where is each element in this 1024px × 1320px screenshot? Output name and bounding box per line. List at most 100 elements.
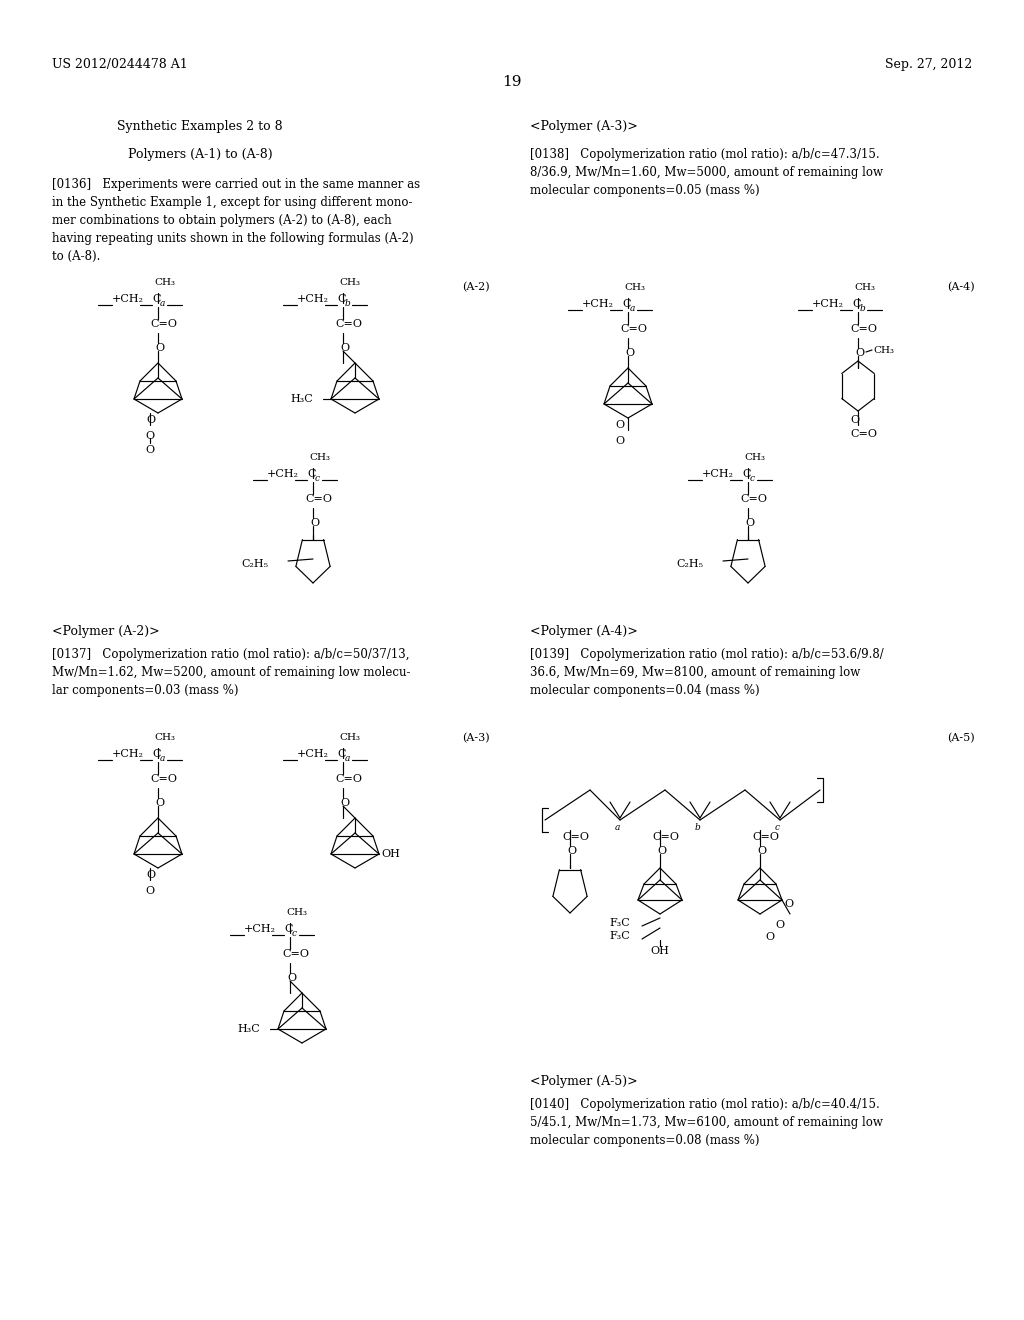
Text: H₃C: H₃C	[238, 1024, 260, 1034]
Text: O: O	[287, 973, 296, 983]
Text: molecular components=0.04 (mass %): molecular components=0.04 (mass %)	[530, 684, 760, 697]
Text: C=O: C=O	[752, 832, 779, 842]
Text: a: a	[630, 304, 635, 313]
Text: OH: OH	[650, 946, 670, 956]
Text: O: O	[850, 414, 859, 425]
Text: O: O	[145, 886, 155, 896]
Text: CH₃: CH₃	[873, 346, 894, 355]
Text: mer combinations to obtain polymers (A-2) to (A-8), each: mer combinations to obtain polymers (A-2…	[52, 214, 391, 227]
Text: C: C	[284, 924, 293, 935]
Text: a: a	[160, 300, 165, 308]
Text: CH₃: CH₃	[854, 282, 874, 292]
Text: C: C	[852, 300, 860, 309]
Text: CH₃: CH₃	[154, 279, 175, 286]
Text: C=O: C=O	[620, 323, 647, 334]
Text: C=O: C=O	[150, 774, 177, 784]
Text: [0136]   Experiments were carried out in the same manner as: [0136] Experiments were carried out in t…	[52, 178, 420, 191]
Text: C=O: C=O	[150, 319, 177, 329]
Text: Mw/Mn=1.62, Mw=5200, amount of remaining low molecu-: Mw/Mn=1.62, Mw=5200, amount of remaining…	[52, 667, 411, 678]
Text: +CH₂: +CH₂	[112, 748, 144, 759]
Text: +CH₂: +CH₂	[267, 469, 299, 479]
Text: c: c	[750, 474, 755, 483]
Text: F₃C: F₃C	[609, 917, 630, 928]
Text: <Polymer (A-4)>: <Polymer (A-4)>	[530, 624, 638, 638]
Text: O: O	[310, 517, 319, 528]
Text: Synthetic Examples 2 to 8: Synthetic Examples 2 to 8	[117, 120, 283, 133]
Text: O: O	[775, 920, 784, 931]
Text: C₂H₅: C₂H₅	[676, 558, 703, 569]
Text: O: O	[145, 432, 155, 441]
Text: (A-3): (A-3)	[463, 733, 490, 743]
Text: +CH₂: +CH₂	[702, 469, 734, 479]
Text: O: O	[146, 414, 155, 425]
Text: C: C	[152, 294, 161, 304]
Text: to (A-8).: to (A-8).	[52, 249, 100, 263]
Text: O: O	[340, 343, 349, 352]
Text: O: O	[784, 899, 794, 909]
Text: C=O: C=O	[282, 949, 309, 960]
Text: O: O	[657, 846, 667, 855]
Text: 36.6, Mw/Mn=69, Mw=8100, amount of remaining low: 36.6, Mw/Mn=69, Mw=8100, amount of remai…	[530, 667, 860, 678]
Text: O: O	[155, 799, 164, 808]
Text: CH₃: CH₃	[624, 282, 645, 292]
Text: Sep. 27, 2012: Sep. 27, 2012	[885, 58, 972, 71]
Text: <Polymer (A-3)>: <Polymer (A-3)>	[530, 120, 638, 133]
Text: H₃C: H₃C	[290, 393, 313, 404]
Text: +CH₂: +CH₂	[812, 300, 844, 309]
Text: O: O	[745, 517, 754, 528]
Text: +CH₂: +CH₂	[297, 294, 329, 304]
Text: C: C	[307, 469, 315, 479]
Text: 8/36.9, Mw/Mn=1.60, Mw=5000, amount of remaining low: 8/36.9, Mw/Mn=1.60, Mw=5000, amount of r…	[530, 166, 883, 180]
Text: CH₃: CH₃	[309, 453, 330, 462]
Text: [0139]   Copolymerization ratio (mol ratio): a/b/c=53.6/9.8/: [0139] Copolymerization ratio (mol ratio…	[530, 648, 884, 661]
Text: lar components=0.03 (mass %): lar components=0.03 (mass %)	[52, 684, 239, 697]
Text: US 2012/0244478 A1: US 2012/0244478 A1	[52, 58, 187, 71]
Text: a: a	[160, 754, 165, 763]
Text: C: C	[152, 748, 161, 759]
Text: +CH₂: +CH₂	[582, 300, 614, 309]
Text: a: a	[345, 754, 350, 763]
Text: b: b	[860, 304, 865, 313]
Text: O: O	[615, 436, 625, 446]
Text: C=O: C=O	[850, 429, 877, 440]
Text: c: c	[315, 474, 319, 483]
Text: c: c	[774, 822, 779, 832]
Text: b: b	[345, 300, 351, 308]
Text: O: O	[146, 870, 155, 880]
Text: C=O: C=O	[740, 494, 767, 504]
Text: <Polymer (A-2)>: <Polymer (A-2)>	[52, 624, 160, 638]
Text: O: O	[155, 343, 164, 352]
Text: O: O	[615, 420, 625, 430]
Text: <Polymer (A-5)>: <Polymer (A-5)>	[530, 1074, 638, 1088]
Text: C: C	[337, 748, 345, 759]
Text: Polymers (A-1) to (A-8): Polymers (A-1) to (A-8)	[128, 148, 272, 161]
Text: O: O	[765, 932, 774, 942]
Text: having repeating units shown in the following formulas (A-2): having repeating units shown in the foll…	[52, 232, 414, 246]
Text: +CH₂: +CH₂	[244, 924, 276, 935]
Text: CH₃: CH₃	[744, 453, 765, 462]
Text: C: C	[337, 294, 345, 304]
Text: +CH₂: +CH₂	[112, 294, 144, 304]
Text: C₂H₅: C₂H₅	[241, 558, 268, 569]
Text: C=O: C=O	[335, 774, 362, 784]
Text: O: O	[340, 799, 349, 808]
Text: F₃C: F₃C	[609, 931, 630, 941]
Text: a: a	[614, 822, 620, 832]
Text: O: O	[145, 445, 155, 455]
Text: C: C	[742, 469, 751, 479]
Text: +CH₂: +CH₂	[297, 748, 329, 759]
Text: O: O	[625, 348, 634, 358]
Text: [0140]   Copolymerization ratio (mol ratio): a/b/c=40.4/15.: [0140] Copolymerization ratio (mol ratio…	[530, 1098, 880, 1111]
Text: 5/45.1, Mw/Mn=1.73, Mw=6100, amount of remaining low: 5/45.1, Mw/Mn=1.73, Mw=6100, amount of r…	[530, 1115, 883, 1129]
Text: 19: 19	[502, 75, 522, 88]
Text: C=O: C=O	[335, 319, 362, 329]
Text: b: b	[694, 822, 699, 832]
Text: OH: OH	[381, 849, 400, 859]
Text: CH₃: CH₃	[286, 908, 307, 917]
Text: CH₃: CH₃	[339, 733, 360, 742]
Text: CH₃: CH₃	[339, 279, 360, 286]
Text: C=O: C=O	[562, 832, 589, 842]
Text: O: O	[855, 348, 864, 358]
Text: (A-4): (A-4)	[947, 282, 975, 292]
Text: O: O	[757, 846, 766, 855]
